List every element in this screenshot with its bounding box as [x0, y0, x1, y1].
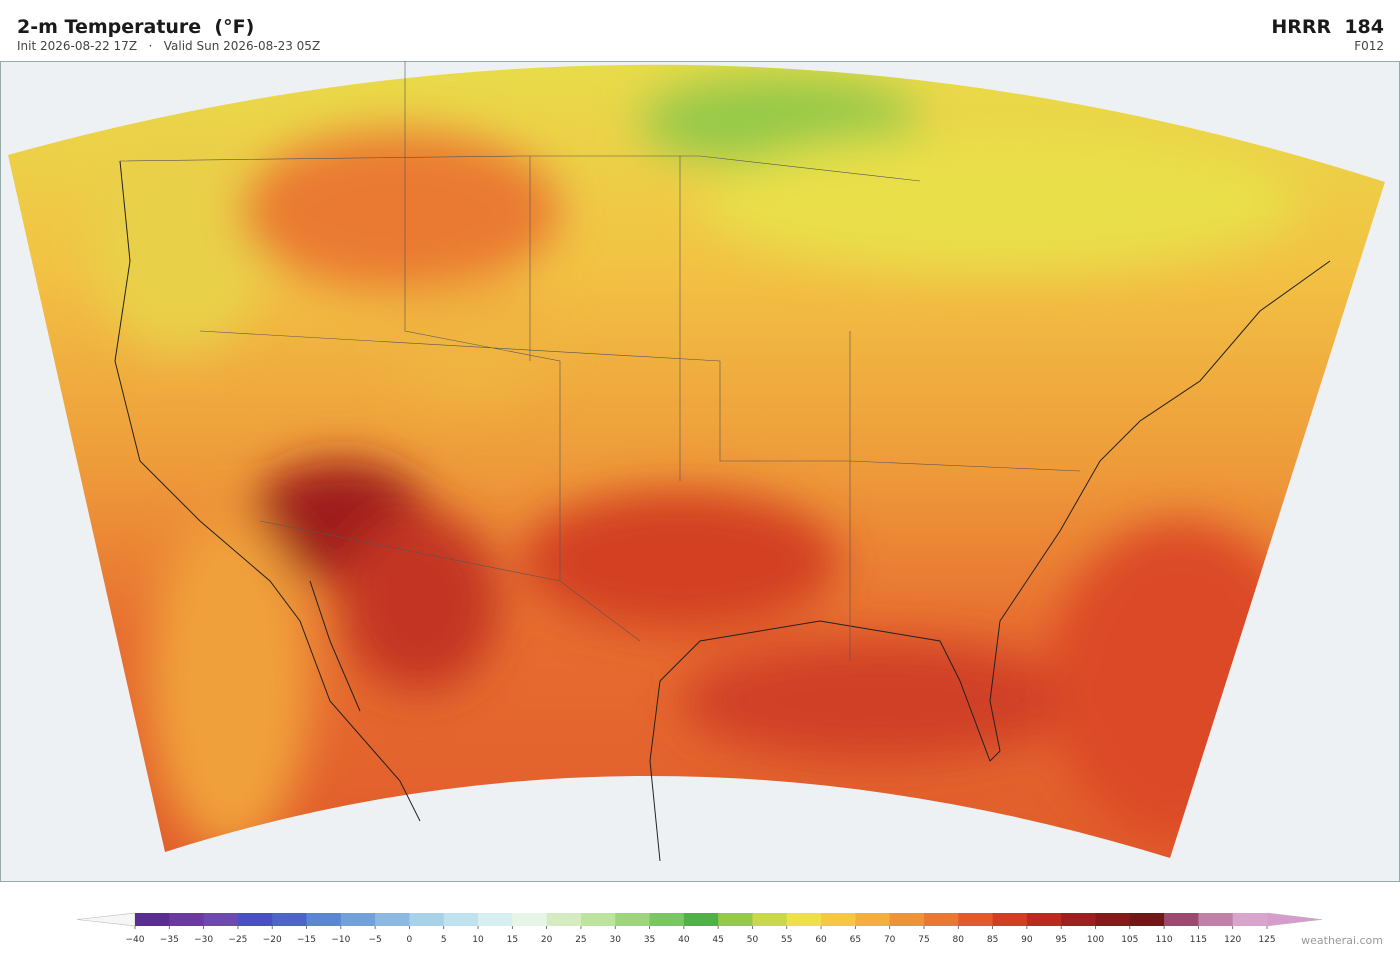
- colorbar-segment: [889, 913, 925, 926]
- colorbar-tick-label: 60: [815, 935, 827, 945]
- colorbar-segment: [1129, 913, 1165, 926]
- colorbar-segment: [1061, 913, 1096, 926]
- colorbar-tick-label: −30: [194, 935, 213, 945]
- colorbar-tick-label: −35: [160, 935, 179, 945]
- colorbar-segment: [546, 913, 582, 926]
- colorbar-tick-label: 35: [644, 935, 655, 945]
- colorbar-tick-label: 120: [1224, 935, 1241, 945]
- colorbar-segment: [786, 913, 822, 926]
- colorbar-segment: [992, 913, 1028, 926]
- colorbar-segment: [135, 913, 170, 926]
- colorbar-segment: [1026, 913, 1062, 926]
- colorbar-tick-label: 15: [507, 935, 518, 945]
- colorbar-tick-label: 65: [850, 935, 861, 945]
- forecast-hour: F012: [1354, 39, 1384, 53]
- colorbar-segment: [169, 913, 205, 926]
- colorbar-segment: [649, 913, 685, 926]
- colorbar-tick-label: 55: [781, 935, 792, 945]
- colorbar-tick-label: −20: [263, 935, 282, 945]
- colorbar-tick-label: −5: [368, 935, 381, 945]
- colorbar-tick-label: 10: [472, 935, 484, 945]
- colorbar-tick-label: 25: [575, 935, 586, 945]
- colorbar-tick-label: 95: [1055, 935, 1066, 945]
- colorbar-segment: [203, 913, 239, 926]
- colorbar-segment: [443, 913, 479, 926]
- colorbar-tick-label: 115: [1190, 935, 1207, 945]
- colorbar-segment: [683, 913, 719, 926]
- watermark: weatherai.com: [1301, 934, 1383, 947]
- colorbar-tick-label: 20: [541, 935, 553, 945]
- colorbar-segment: [718, 913, 753, 926]
- colorbar-tick-label: 80: [953, 935, 965, 945]
- colorbar-segment: [958, 913, 994, 926]
- colorbar-tick-label: 30: [610, 935, 622, 945]
- colorbar-segment: [752, 913, 788, 926]
- colorbar-segment: [340, 913, 376, 926]
- colorbar-tick-label: 40: [678, 935, 690, 945]
- colorbar-tick-label: 50: [747, 935, 759, 945]
- map: [0, 61, 1400, 882]
- colorbar-tick-label: 5: [441, 935, 447, 945]
- colorbar-tick-label: −10: [331, 935, 350, 945]
- colorbar-segment: [821, 913, 856, 926]
- colorbar-tick-label: 70: [884, 935, 896, 945]
- colorbar-segment: [375, 913, 410, 926]
- colorbar-segment: [580, 913, 616, 926]
- colorbar-tick-label: 105: [1121, 935, 1138, 945]
- colorbar-tick-label: −15: [297, 935, 316, 945]
- colorbar-over: [1266, 912, 1323, 927]
- colorbar-segment: [272, 913, 308, 926]
- colorbar-segment: [615, 913, 651, 926]
- temperature-field: [8, 64, 1385, 858]
- colorbar-tick-label: 110: [1155, 935, 1172, 945]
- colorbar-segment: [923, 913, 959, 926]
- colorbar-tick-label: 100: [1087, 935, 1104, 945]
- colorbar-under: [76, 912, 136, 927]
- colorbar-tick-label: −40: [126, 935, 145, 945]
- state-borders: [119, 61, 1081, 661]
- colorbar-tick-label: 125: [1258, 935, 1275, 945]
- colorbar-tick-label: −25: [228, 935, 247, 945]
- colorbar-segment: [478, 913, 513, 926]
- colorbar: −40 −35 −30 −25 −20 −15 −10 −5 0 5 10 15 20 25 30 35 40 4…: [76, 912, 1323, 945]
- colorbar-tick-label: 85: [987, 935, 998, 945]
- colorbar-segment: [855, 913, 891, 926]
- colorbar-segment: [512, 913, 548, 926]
- coastlines: [114, 160, 1331, 862]
- colorbar-segment: [1198, 913, 1234, 926]
- colorbar-segment: [1164, 913, 1199, 926]
- model-name: HRRR 184: [1271, 16, 1384, 38]
- colorbar-tick-label: 90: [1021, 935, 1033, 945]
- colorbar-segment: [1232, 913, 1268, 926]
- colorbar-segment: [409, 913, 445, 926]
- colorbar-segment: [1095, 913, 1131, 926]
- colorbar-segment: [237, 913, 273, 926]
- map-subtitle: Init 2026-08-22 17Z · Valid Sun 2026-08-…: [17, 39, 321, 53]
- colorbar-tick-label: 75: [918, 935, 929, 945]
- colorbar-tick-label: 0: [407, 935, 413, 945]
- colorbar-tick-label: 45: [712, 935, 723, 945]
- colorbar-segment: [306, 913, 342, 926]
- map-title: 2-m Temperature (°F): [17, 16, 255, 38]
